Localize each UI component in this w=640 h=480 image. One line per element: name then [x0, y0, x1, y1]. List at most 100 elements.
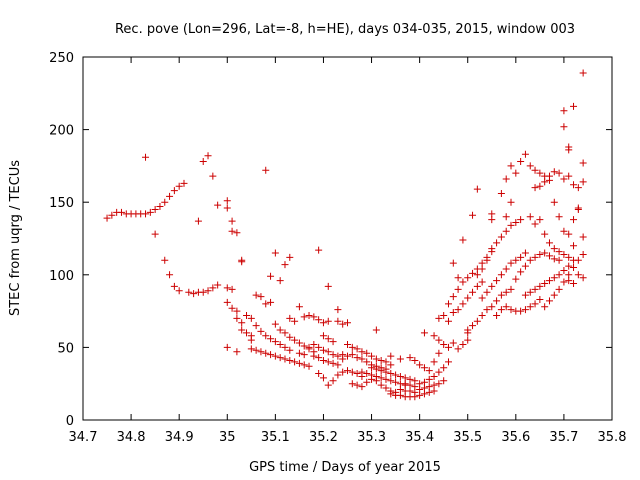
data-point	[166, 192, 174, 200]
data-point	[416, 380, 424, 388]
data-point	[271, 338, 279, 346]
data-point	[526, 303, 534, 311]
data-point	[406, 354, 414, 362]
data-point	[247, 345, 255, 353]
data-point	[175, 182, 183, 190]
x-tick-label: 35.2	[309, 430, 338, 445]
data-point	[180, 179, 188, 187]
data-point	[353, 354, 361, 362]
data-point	[493, 311, 501, 319]
data-point	[512, 256, 520, 264]
data-point	[348, 351, 356, 359]
data-point	[560, 123, 568, 131]
data-point	[440, 311, 448, 319]
y-axis-label: STEC from uqrg / TECUs	[8, 160, 23, 316]
data-point	[517, 158, 525, 166]
data-point	[507, 285, 515, 293]
data-point	[233, 229, 241, 237]
data-point	[103, 214, 111, 222]
data-point	[329, 351, 337, 359]
data-point	[545, 252, 553, 260]
data-point	[579, 274, 587, 282]
data-point	[223, 284, 231, 292]
x-axis-label: GPS time / Days of year 2015	[249, 460, 441, 475]
data-point	[238, 319, 246, 327]
data-point	[324, 381, 332, 389]
data-point	[536, 295, 544, 303]
data-point	[382, 358, 390, 366]
data-point	[473, 271, 481, 279]
data-point	[502, 175, 510, 183]
data-point	[541, 178, 549, 186]
data-point	[315, 354, 323, 362]
data-point	[545, 277, 553, 285]
data-point	[348, 368, 356, 376]
data-point	[550, 274, 558, 282]
data-point	[517, 216, 525, 224]
data-point	[324, 335, 332, 343]
data-point	[305, 343, 313, 351]
data-point	[358, 383, 366, 391]
data-point	[300, 313, 308, 321]
data-point	[488, 245, 496, 253]
x-tick-label: 35.8	[598, 430, 627, 445]
data-point	[344, 367, 351, 375]
data-point	[502, 265, 510, 273]
data-point	[555, 213, 563, 221]
data-point	[483, 306, 491, 314]
data-point	[223, 298, 231, 306]
data-point	[570, 264, 578, 272]
data-point	[117, 208, 125, 216]
data-point	[295, 349, 303, 357]
data-point	[262, 166, 270, 174]
data-point	[420, 378, 428, 386]
data-point	[493, 277, 501, 285]
data-point	[440, 364, 448, 372]
data-point	[315, 246, 323, 254]
plot-frame	[82, 56, 613, 421]
data-point	[565, 172, 573, 180]
data-point	[541, 249, 549, 257]
data-point	[560, 250, 568, 258]
data-point	[570, 216, 578, 224]
data-point	[291, 317, 299, 325]
data-point	[300, 361, 308, 369]
data-point	[271, 249, 279, 257]
data-point	[536, 282, 544, 290]
data-point	[353, 381, 361, 389]
data-point	[228, 227, 236, 235]
data-point	[550, 168, 558, 176]
data-point	[497, 233, 505, 241]
data-point	[281, 261, 289, 269]
data-point	[204, 152, 212, 160]
data-point	[310, 340, 318, 348]
data-point	[108, 211, 116, 219]
data-point	[276, 340, 284, 348]
data-point	[579, 69, 587, 77]
data-point	[348, 343, 356, 351]
data-point	[521, 306, 529, 314]
data-point	[286, 314, 294, 322]
data-point	[560, 278, 568, 286]
data-point	[161, 198, 169, 206]
data-point	[344, 352, 351, 360]
data-point	[223, 197, 231, 205]
data-point	[319, 346, 327, 354]
data-point	[368, 371, 376, 379]
data-point	[238, 326, 246, 334]
data-point	[411, 383, 419, 391]
data-point	[517, 307, 525, 315]
data-point	[166, 271, 174, 279]
data-point	[541, 230, 549, 238]
data-point	[526, 256, 534, 264]
data-point	[377, 367, 385, 375]
data-point	[574, 205, 582, 213]
data-point	[497, 306, 505, 314]
data-point	[507, 306, 515, 314]
data-point	[464, 274, 472, 282]
data-point	[209, 172, 217, 180]
data-point	[286, 346, 294, 354]
data-point	[190, 290, 198, 298]
